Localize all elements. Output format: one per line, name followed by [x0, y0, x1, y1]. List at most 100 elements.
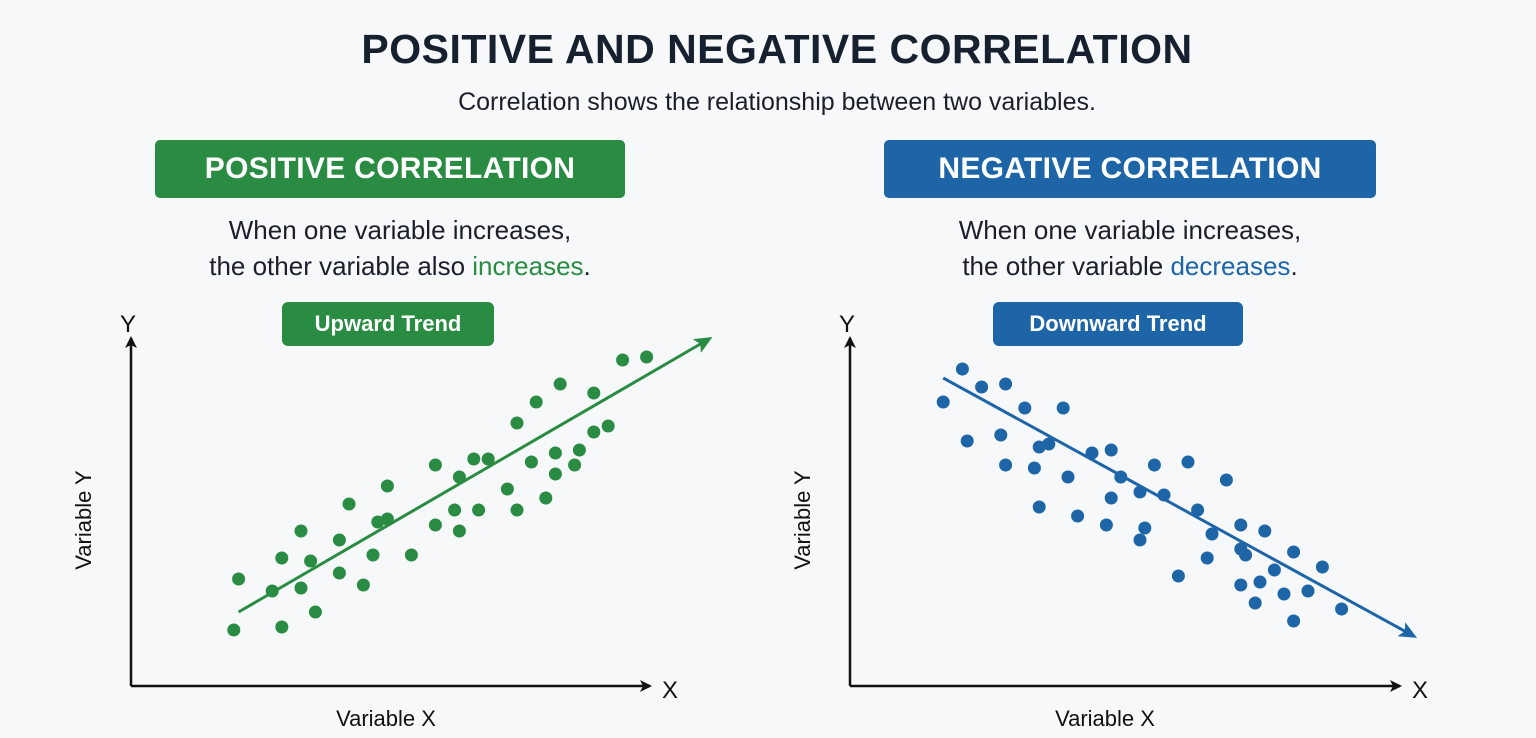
negative-data-point: [1056, 401, 1070, 415]
negative-x-axis-letter: X: [1412, 677, 1428, 704]
negative-data-point: [1104, 491, 1118, 505]
negative-data-point: [1315, 560, 1329, 574]
negative-data-point: [1104, 443, 1118, 457]
positive-data-point: [587, 386, 601, 400]
positive-data-point: [467, 452, 481, 466]
negative-desc-highlight: decreases: [1170, 251, 1291, 281]
negative-data-point: [1287, 614, 1301, 628]
negative-data-point: [1061, 470, 1075, 484]
positive-data-point: [332, 566, 346, 580]
positive-data-point: [275, 620, 289, 634]
negative-data-point: [994, 428, 1008, 442]
positive-data-point: [472, 503, 486, 517]
negative-data-point: [1071, 509, 1085, 523]
negative-data-point: [1253, 575, 1267, 589]
negative-data-point: [1239, 548, 1253, 562]
positive-data-point: [500, 482, 514, 496]
negative-data-point: [999, 458, 1013, 472]
negative-data-point: [960, 434, 974, 448]
negative-desc-prefix: the other variable: [962, 251, 1171, 281]
positive-data-point: [428, 458, 442, 472]
positive-desc-line2: the other variable also increases.: [150, 248, 650, 284]
positive-trend-arrow: [237, 336, 713, 614]
positive-x-axis-label: Variable X: [336, 706, 436, 731]
positive-data-point: [232, 572, 246, 586]
negative-data-point: [975, 380, 989, 394]
negative-data-point: [936, 395, 950, 409]
positive-y-axis-letter: Y: [120, 311, 136, 338]
negative-data-point: [1171, 569, 1185, 583]
negative-data-point: [1147, 458, 1161, 472]
negative-data-point: [1200, 551, 1214, 565]
page-subtitle: Correlation shows the relationship betwe…: [458, 88, 1096, 116]
negative-x-axis-label: Variable X: [1055, 706, 1155, 731]
negative-data-point: [1248, 596, 1262, 610]
positive-data-point: [510, 503, 524, 517]
negative-y-axis-letter: Y: [839, 311, 855, 338]
negative-data-point: [1191, 503, 1205, 517]
positive-data-point: [481, 452, 495, 466]
positive-data-point: [524, 455, 538, 469]
negative-data-point: [1027, 461, 1041, 475]
positive-data-point: [356, 578, 370, 592]
positive-data-point: [587, 425, 601, 439]
negative-data-point: [1234, 578, 1248, 592]
positive-heading-label: POSITIVE CORRELATION: [204, 152, 576, 185]
positive-data-point: [529, 395, 543, 409]
positive-data-point: [342, 497, 356, 511]
positive-data-point: [548, 467, 562, 481]
negative-data-point: [1099, 518, 1113, 532]
negative-trend-arrow: [942, 376, 1418, 638]
positive-data-point: [275, 551, 289, 565]
positive-data-point: [294, 524, 308, 538]
negative-data-point: [955, 362, 969, 376]
negative-scatter-chart: Y X Variable X Variable Y: [790, 311, 1428, 731]
positive-desc-suffix: .: [583, 251, 591, 281]
positive-heading-badge: POSITIVE CORRELATION: [155, 140, 625, 198]
positive-data-point: [616, 353, 630, 367]
positive-data-point: [572, 443, 586, 457]
negative-desc-suffix: .: [1290, 251, 1298, 281]
positive-data-point: [448, 503, 462, 517]
negative-data-point: [1219, 473, 1233, 487]
positive-data-point: [227, 623, 241, 637]
negative-desc-line2: the other variable decreases.: [880, 248, 1380, 284]
positive-data-point: [539, 491, 553, 505]
downward-trend-badge: Downward Trend: [993, 302, 1243, 346]
positive-data-point: [304, 554, 318, 568]
negative-data-point: [1234, 518, 1248, 532]
upward-trend-badge: Upward Trend: [282, 302, 494, 346]
negative-data-point: [999, 377, 1013, 391]
positive-data-point: [308, 605, 322, 619]
positive-data-point: [601, 419, 615, 433]
positive-data-point: [548, 446, 562, 460]
negative-heading-label: NEGATIVE CORRELATION: [938, 152, 1322, 185]
positive-data-point: [640, 350, 654, 364]
negative-description: When one variable increases, the other v…: [880, 212, 1380, 284]
negative-desc-line1: When one variable increases,: [958, 215, 1302, 245]
negative-data-point: [1205, 527, 1219, 541]
negative-data-point: [1277, 587, 1291, 601]
negative-data-point: [1133, 533, 1147, 547]
negative-y-axis-label: Variable Y: [790, 470, 815, 570]
negative-data-point: [1042, 437, 1056, 451]
upward-trend-label: Upward Trend: [314, 311, 462, 336]
negative-data-point: [1267, 563, 1281, 577]
negative-heading-badge: NEGATIVE CORRELATION: [884, 140, 1376, 198]
positive-data-point: [404, 548, 418, 562]
negative-data-point: [1287, 545, 1301, 559]
positive-data-point: [452, 524, 466, 538]
positive-data-point: [332, 533, 346, 547]
positive-data-point: [553, 377, 567, 391]
positive-x-axis-letter: X: [662, 677, 678, 704]
negative-data-point: [1258, 524, 1272, 538]
negative-data-point: [1335, 602, 1349, 616]
positive-scatter-chart: Y X Variable X Variable Y: [71, 311, 713, 731]
downward-trend-label: Downward Trend: [1029, 311, 1207, 336]
negative-data-point: [1018, 401, 1032, 415]
negative-data-point: [1138, 521, 1152, 535]
positive-y-axis-label: Variable Y: [71, 470, 96, 570]
positive-data-point: [428, 518, 442, 532]
positive-desc-highlight: increases: [472, 251, 584, 281]
